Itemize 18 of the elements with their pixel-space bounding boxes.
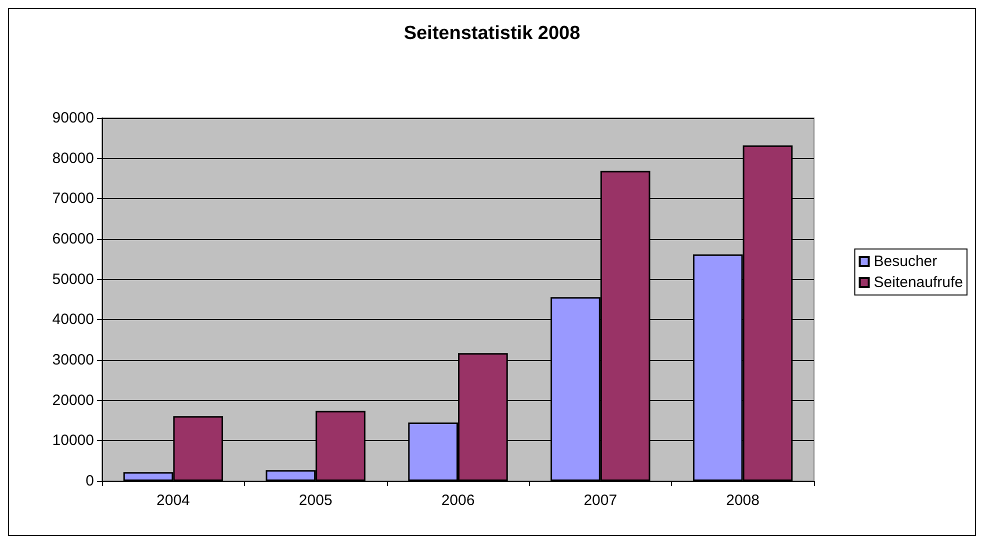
chart-title: Seitenstatistik 2008 — [404, 23, 580, 44]
y-tick-label: 0 — [86, 472, 94, 490]
y-tick-label: 90000 — [52, 110, 94, 126]
y-tick-label: 70000 — [52, 190, 94, 208]
y-tick-label: 60000 — [52, 230, 94, 248]
legend-label: Seitenaufrufe — [874, 274, 964, 291]
y-tick-label: 30000 — [52, 352, 94, 368]
x-tick-label: 2008 — [726, 492, 760, 509]
y-tick-label: 50000 — [52, 270, 94, 288]
y-tick-label: 20000 — [52, 392, 94, 409]
legend-label: Besucher — [874, 253, 938, 270]
x-tick-label: 2007 — [584, 492, 618, 509]
x-tick-label: 2006 — [441, 492, 475, 509]
y-tick-label: 10000 — [52, 432, 94, 450]
y-tick-label: 40000 — [52, 311, 94, 328]
y-tick-label: 80000 — [52, 150, 94, 167]
x-tick-label: 2004 — [156, 492, 190, 509]
x-tick-label: 2005 — [298, 492, 332, 509]
